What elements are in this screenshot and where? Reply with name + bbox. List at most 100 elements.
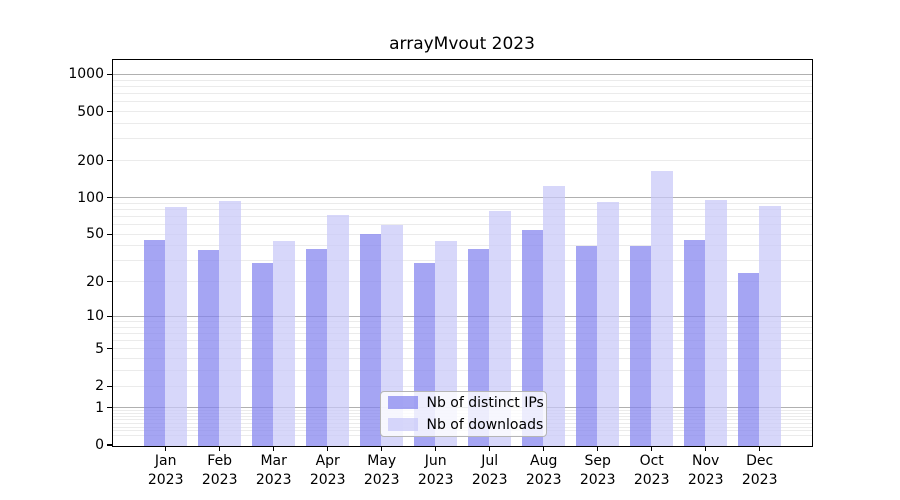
bar-distinct-ips bbox=[359, 233, 382, 446]
x-tick-label: Jan 2023 bbox=[134, 452, 198, 490]
y-tick-mark bbox=[106, 407, 112, 409]
x-tick-mark bbox=[489, 446, 491, 451]
bar-downloads bbox=[219, 201, 241, 446]
x-tick-label: Jul 2023 bbox=[458, 452, 522, 490]
x-tick-month: Mar bbox=[260, 453, 287, 469]
x-tick-label: Jun 2023 bbox=[404, 452, 468, 490]
x-tick-month: Feb bbox=[207, 453, 233, 469]
bar-downloads bbox=[327, 215, 349, 446]
bar-distinct-ips bbox=[305, 249, 328, 446]
y-tick-mark bbox=[106, 73, 112, 75]
legend-label: Nb of distinct IPs bbox=[426, 394, 544, 411]
y-tick-mark bbox=[106, 315, 112, 317]
x-tick-label: Mar 2023 bbox=[242, 452, 306, 490]
x-tick-month: Dec bbox=[746, 453, 774, 469]
bar-downloads bbox=[597, 201, 619, 446]
bar-distinct-ips bbox=[683, 240, 706, 446]
gridline-minor bbox=[112, 79, 812, 81]
x-tick-year: 2023 bbox=[255, 472, 292, 488]
y-tick-label: 100 bbox=[77, 189, 104, 206]
x-tick-month: Aug bbox=[530, 453, 558, 469]
bar-downloads bbox=[759, 206, 781, 446]
legend-swatch bbox=[387, 396, 418, 409]
y-tick-label: 500 bbox=[77, 103, 104, 120]
x-tick-year: 2023 bbox=[147, 472, 184, 488]
bar-distinct-ips bbox=[251, 263, 274, 446]
y-tick-mark bbox=[106, 281, 112, 283]
legend: Nb of distinct IPs Nb of downloads bbox=[379, 390, 547, 437]
gridline-minor bbox=[112, 340, 812, 342]
x-tick-label: May 2023 bbox=[350, 452, 414, 490]
x-tick-label: Feb 2023 bbox=[188, 452, 252, 490]
x-tick-label: Dec 2023 bbox=[728, 452, 792, 490]
x-tick-year: 2023 bbox=[471, 472, 508, 488]
bar-downloads bbox=[381, 225, 403, 446]
gridline-minor bbox=[112, 260, 812, 262]
gridline-minor bbox=[112, 224, 812, 225]
x-tick-month: Jan bbox=[154, 453, 177, 469]
y-tick-mark bbox=[106, 385, 112, 387]
gridline-minor bbox=[112, 281, 812, 283]
gridline-minor bbox=[112, 160, 812, 162]
bar-downloads bbox=[543, 185, 565, 446]
x-tick-year: 2023 bbox=[741, 472, 778, 488]
y-tick-label: 0 bbox=[95, 437, 104, 453]
bar-downloads bbox=[165, 207, 187, 446]
y-tick-label: 1000 bbox=[68, 66, 104, 83]
x-tick-year: 2023 bbox=[579, 472, 616, 488]
y-tick-label: 20 bbox=[86, 273, 104, 290]
x-tick-month: Apr bbox=[315, 453, 340, 469]
y-tick-label: 50 bbox=[86, 226, 104, 243]
gridline-minor bbox=[112, 93, 812, 95]
y-tick-label: 2 bbox=[95, 378, 104, 395]
gridline-minor bbox=[112, 101, 812, 103]
legend-label: Nb of downloads bbox=[426, 416, 544, 433]
gridline-minor bbox=[112, 385, 812, 387]
gridline-major bbox=[112, 315, 812, 317]
plot-area: Nb of distinct IPs Nb of downloads bbox=[111, 58, 813, 447]
y-tick-label: 1 bbox=[95, 399, 104, 416]
gridline-minor bbox=[112, 208, 812, 210]
gridline-minor bbox=[112, 370, 812, 372]
y-tick-mark bbox=[106, 196, 112, 199]
x-tick-month: Nov bbox=[692, 453, 720, 469]
gridline-major bbox=[112, 197, 812, 198]
legend-item: Nb of distinct IPs bbox=[387, 394, 544, 412]
gridline-minor bbox=[112, 123, 812, 124]
gridline-minor bbox=[112, 111, 812, 113]
gridline-minor bbox=[112, 348, 812, 350]
x-tick-mark bbox=[543, 446, 545, 451]
x-tick-month: Jun bbox=[424, 453, 447, 469]
bar-downloads bbox=[705, 200, 727, 446]
legend-item: Nb of downloads bbox=[387, 416, 543, 434]
bar-distinct-ips bbox=[737, 272, 760, 446]
bar-distinct-ips bbox=[575, 246, 598, 446]
x-tick-label: Sep 2023 bbox=[566, 452, 630, 490]
bar-distinct-ips bbox=[143, 240, 166, 446]
x-tick-month: Sep bbox=[584, 453, 611, 469]
x-tick-mark bbox=[219, 446, 221, 451]
y-tick-mark bbox=[106, 348, 112, 350]
gridline-major bbox=[112, 73, 812, 75]
x-tick-year: 2023 bbox=[687, 472, 724, 488]
x-tick-label: Apr 2023 bbox=[296, 452, 360, 490]
y-tick-label: 200 bbox=[77, 152, 104, 169]
x-tick-label: Nov 2023 bbox=[674, 452, 738, 490]
x-tick-mark bbox=[651, 446, 653, 451]
x-tick-month: Oct bbox=[639, 453, 664, 469]
gridline-minor bbox=[112, 333, 812, 334]
gridline-minor bbox=[112, 202, 812, 204]
bar-downloads bbox=[651, 171, 673, 446]
x-tick-label: Oct 2023 bbox=[620, 452, 684, 490]
gridline-minor bbox=[112, 326, 812, 328]
bar-distinct-ips bbox=[629, 246, 652, 446]
x-tick-mark bbox=[273, 446, 275, 451]
x-tick-mark bbox=[435, 446, 437, 451]
x-tick-year: 2023 bbox=[363, 472, 400, 488]
y-tick-mark bbox=[106, 160, 112, 162]
gridline-minor bbox=[112, 245, 812, 247]
y-tick-mark bbox=[106, 111, 112, 113]
gridline-minor bbox=[112, 321, 812, 322]
bar-distinct-ips bbox=[197, 250, 220, 446]
